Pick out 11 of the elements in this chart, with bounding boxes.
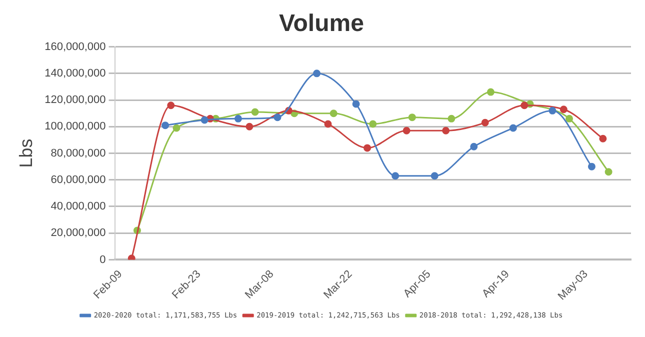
y-tick-label: 160,000,000 bbox=[44, 40, 106, 53]
y-axis-title: Lbs bbox=[16, 138, 36, 168]
y-tick-label: 100,000,000 bbox=[44, 120, 106, 133]
y-tick-label: 140,000,000 bbox=[44, 67, 106, 80]
chart-title: Volume bbox=[279, 10, 364, 38]
y-tick-label: 120,000,000 bbox=[44, 94, 106, 106]
y-tick-label: 40,000,000 bbox=[50, 200, 106, 213]
y-tick-label: 20,000,000 bbox=[50, 227, 106, 240]
y-tick-label: 60,000,000 bbox=[50, 174, 106, 186]
y-tick-label: 80,000,000 bbox=[50, 147, 106, 160]
y-tick-label: 0 bbox=[100, 254, 106, 266]
